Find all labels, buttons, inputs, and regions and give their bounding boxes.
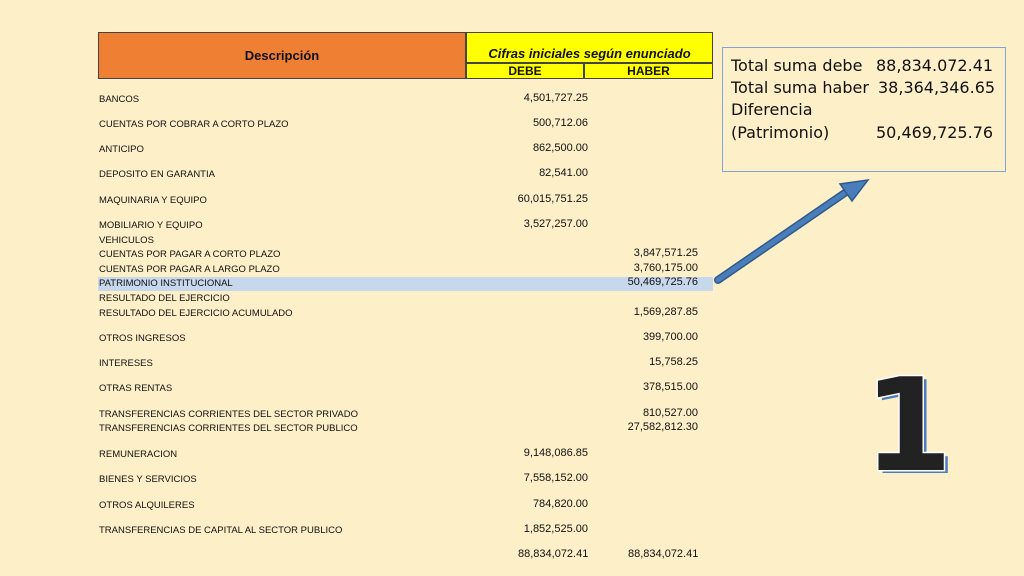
debe-value: 3,527,257.00 xyxy=(523,218,588,230)
haber-value: 3,847,571.25 xyxy=(633,247,698,259)
account-name: ANTICIPO xyxy=(99,144,144,155)
haber-value: 50,469,725.76 xyxy=(627,276,698,288)
table-row: DEPOSITO EN GARANTIA 82,541.00 xyxy=(98,167,713,182)
account-name: VEHICULOS xyxy=(99,235,154,246)
total-debe: 88,834,072.41 xyxy=(518,548,589,560)
table-row: OTROS INGRESOS 399,700.00 xyxy=(98,331,713,346)
table-row: MOBILIARIO Y EQUIPO 3,527,257.00 xyxy=(98,218,713,233)
totals-row: 88,834,072.41 88,834,072.41 xyxy=(518,548,698,564)
debe-value: 4,501,727.25 xyxy=(523,92,588,104)
table-row: CUENTAS POR COBRAR A CORTO PLAZO 500,712.… xyxy=(98,117,713,132)
account-name: MAQUINARIA Y EQUIPO xyxy=(99,195,207,206)
header-description: Descripción xyxy=(98,32,466,79)
table-row: VEHICULOS xyxy=(98,234,713,248)
total-haber: 88,834,072.41 xyxy=(628,548,699,560)
summary-haber-label: Total suma haber xyxy=(731,78,869,97)
account-name: TRANSFERENCIAS DE CAPITAL AL SECTOR PUBL… xyxy=(99,525,343,536)
summary-debe-value: 88,834.072.41 xyxy=(876,56,994,75)
account-name: TRANSFERENCIAS CORRIENTES DEL SECTOR PRI… xyxy=(99,409,359,420)
debe-value: 82,541.00 xyxy=(539,167,588,179)
haber-value: 378,515.00 xyxy=(642,381,698,393)
account-name: TRANSFERENCIAS CORRIENTES DEL SECTOR PUB… xyxy=(99,423,358,434)
table-row: ANTICIPO 862,500.00 xyxy=(98,142,713,157)
account-name: CUENTAS POR PAGAR A LARGO PLAZO xyxy=(99,264,280,275)
account-name: INTERESES xyxy=(99,358,153,369)
debe-value: 784,820.00 xyxy=(532,498,588,510)
debe-value: 7,558,152.00 xyxy=(523,472,588,484)
table-row: INTERESES 15,758.25 xyxy=(98,356,713,371)
account-name: OTROS ALQUILERES xyxy=(99,500,195,511)
header-debe: DEBE xyxy=(466,63,584,79)
account-name: OTROS INGRESOS xyxy=(99,333,186,344)
haber-value: 399,700.00 xyxy=(642,331,698,343)
haber-value: 1,569,287.85 xyxy=(633,306,698,318)
table-row: CUENTAS POR PAGAR A LARGO PLAZO 3,760,175… xyxy=(98,262,713,277)
svg-text:1: 1 xyxy=(867,360,956,490)
table-row: BANCOS 4,501,727.25 xyxy=(98,92,713,107)
haber-value: 3,760,175.00 xyxy=(633,262,698,274)
slide-number: 1 1 xyxy=(862,360,957,490)
table-row: OTRAS RENTAS 378,515.00 xyxy=(98,381,713,396)
haber-value: 15,758.25 xyxy=(649,356,698,368)
account-name: BIENES Y SERVICIOS xyxy=(99,474,197,485)
summary-diff-label: Diferencia xyxy=(731,100,813,119)
account-name: DEPOSITO EN GARANTIA xyxy=(99,169,215,180)
account-name: RESULTADO DEL EJERCICIO xyxy=(99,293,230,304)
table-row: OTROS ALQUILERES 784,820.00 xyxy=(98,498,713,513)
summary-patrimonio-label: (Patrimonio) xyxy=(731,123,830,142)
summary-haber-value: 38,364,346.65 xyxy=(878,78,996,97)
account-name: REMUNERACION xyxy=(99,449,178,460)
summary-debe-label: Total suma debe xyxy=(731,56,863,75)
table-row: REMUNERACION 9,148,086.85 xyxy=(98,447,713,462)
table-row: TRANSFERENCIAS CORRIENTES DEL SECTOR PRI… xyxy=(98,407,713,422)
summary-box: Total suma debe 88,834.072.41 Total suma… xyxy=(722,47,1006,172)
table-row: TRANSFERENCIAS DE CAPITAL AL SECTOR PUBL… xyxy=(98,523,713,538)
account-name: CUENTAS POR PAGAR A CORTO PLAZO xyxy=(99,249,281,260)
header-haber: HABER xyxy=(584,63,713,79)
debe-value: 862,500.00 xyxy=(532,142,588,154)
table-row: PATRIMONIO INSTITUCIONAL 50,469,725.76 xyxy=(98,276,713,291)
table-row: RESULTADO DEL EJERCICIO xyxy=(98,292,713,306)
account-name: MOBILIARIO Y EQUIPO xyxy=(99,220,203,231)
account-name: PATRIMONIO INSTITUCIONAL xyxy=(99,278,233,289)
account-name: CUENTAS POR COBRAR A CORTO PLAZO xyxy=(99,119,289,130)
table-row: MAQUINARIA Y EQUIPO 60,015,751.25 xyxy=(98,193,713,208)
table-row: CUENTAS POR PAGAR A CORTO PLAZO 3,847,571… xyxy=(98,247,713,262)
account-name: RESULTADO DEL EJERCICIO ACUMULADO xyxy=(99,308,293,319)
account-name: OTRAS RENTAS xyxy=(99,383,173,394)
account-name: BANCOS xyxy=(99,94,140,105)
summary-patrimonio-value: 50,469,725.76 xyxy=(876,123,994,142)
svg-text:1: 1 xyxy=(863,360,952,490)
debe-value: 9,148,086.85 xyxy=(523,447,588,459)
haber-value: 27,582,812.30 xyxy=(627,421,698,433)
header-cifras: Cifras iniciales según enunciado xyxy=(466,32,713,63)
debe-value: 1,852,525.00 xyxy=(523,523,588,535)
debe-value: 60,015,751.25 xyxy=(517,193,588,205)
haber-value: 810,527.00 xyxy=(642,407,698,419)
debe-value: 500,712.06 xyxy=(532,117,588,129)
table-row: TRANSFERENCIAS CORRIENTES DEL SECTOR PUB… xyxy=(98,421,713,436)
table-row: BIENES Y SERVICIOS 7,558,152.00 xyxy=(98,472,713,487)
table-row: RESULTADO DEL EJERCICIO ACUMULADO 1,569,2… xyxy=(98,306,713,321)
